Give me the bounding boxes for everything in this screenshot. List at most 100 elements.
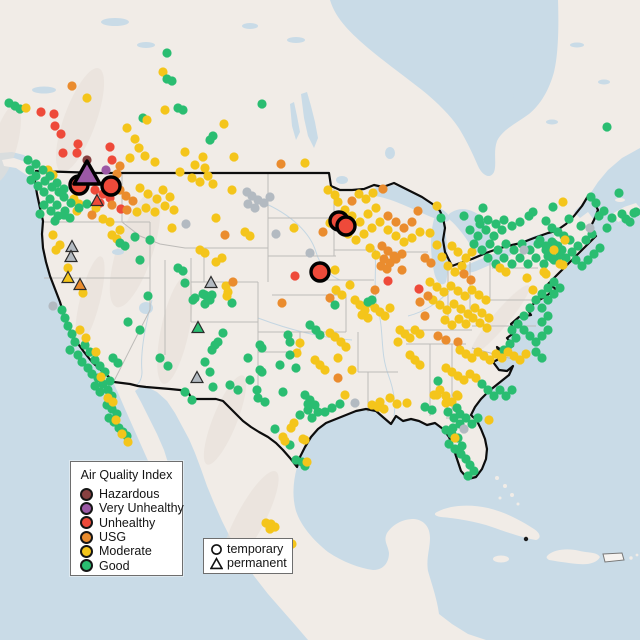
station-marker[interactable] [347, 196, 357, 206]
station-marker[interactable] [310, 400, 320, 410]
station-marker[interactable] [485, 355, 495, 365]
station-marker[interactable] [150, 157, 160, 167]
station-marker[interactable] [473, 231, 483, 241]
station-marker[interactable] [391, 231, 401, 241]
station-marker[interactable] [313, 407, 323, 417]
station-marker[interactable] [631, 207, 640, 217]
station-marker[interactable] [426, 258, 436, 268]
station-marker[interactable] [484, 313, 494, 323]
station-marker[interactable] [330, 300, 340, 310]
station-marker[interactable] [207, 345, 217, 355]
station-marker[interactable] [66, 198, 76, 208]
station-marker[interactable] [77, 357, 87, 367]
station-marker[interactable] [515, 217, 525, 227]
station-marker[interactable] [585, 223, 595, 233]
station-marker[interactable] [101, 165, 111, 175]
station-marker[interactable] [275, 360, 285, 370]
station-marker[interactable] [405, 333, 415, 343]
station-marker[interactable] [107, 200, 117, 210]
station-marker[interactable] [354, 189, 364, 199]
station-marker[interactable] [257, 367, 267, 377]
station-marker[interactable] [583, 255, 593, 265]
station-marker[interactable] [499, 253, 509, 263]
station-marker[interactable] [519, 245, 529, 255]
station-marker[interactable] [67, 81, 77, 91]
station-marker[interactable] [351, 235, 361, 245]
station-marker[interactable] [330, 265, 340, 275]
station-marker[interactable] [39, 187, 49, 197]
station-marker[interactable] [49, 109, 59, 119]
station-marker[interactable] [591, 198, 601, 208]
station-marker[interactable] [392, 399, 402, 409]
station-marker[interactable] [327, 403, 337, 413]
station-marker[interactable] [437, 252, 447, 262]
station-marker[interactable] [614, 188, 624, 198]
station-marker[interactable] [415, 329, 425, 339]
station-marker[interactable] [320, 365, 330, 375]
station-marker[interactable] [70, 337, 80, 347]
station-marker[interactable] [391, 217, 401, 227]
station-marker[interactable] [522, 273, 532, 283]
station-marker[interactable] [277, 298, 287, 308]
station-marker[interactable] [602, 223, 612, 233]
station-marker[interactable] [135, 183, 145, 193]
station-marker[interactable] [90, 381, 100, 391]
station-marker[interactable] [599, 206, 609, 216]
station-marker[interactable] [111, 415, 121, 425]
station-marker[interactable] [291, 363, 301, 373]
station-marker[interactable] [122, 205, 132, 215]
station-marker[interactable] [528, 285, 538, 295]
station-marker[interactable] [245, 231, 255, 241]
station-marker[interactable] [285, 350, 295, 360]
station-marker[interactable] [441, 335, 451, 345]
station-marker[interactable] [227, 298, 237, 308]
station-marker[interactable] [121, 191, 131, 201]
station-marker[interactable] [252, 385, 262, 395]
station-marker[interactable] [67, 329, 77, 339]
station-marker[interactable] [333, 373, 343, 383]
station-marker[interactable] [463, 471, 473, 481]
station-marker[interactable] [515, 355, 525, 365]
station-marker[interactable] [345, 280, 355, 290]
station-marker[interactable] [439, 287, 449, 297]
station-marker[interactable] [465, 225, 475, 235]
station-marker[interactable] [477, 245, 487, 255]
station-marker[interactable] [420, 311, 430, 321]
station-marker[interactable] [276, 159, 286, 169]
station-marker[interactable] [31, 159, 41, 169]
station-marker[interactable] [461, 253, 471, 263]
station-marker[interactable] [432, 390, 442, 400]
station-marker[interactable] [50, 216, 60, 226]
station-marker[interactable] [595, 243, 605, 253]
station-marker[interactable] [123, 317, 133, 327]
station-marker[interactable] [543, 311, 553, 321]
station-marker[interactable] [367, 223, 377, 233]
station-marker[interactable] [132, 207, 142, 217]
station-marker[interactable] [531, 347, 541, 357]
station-marker[interactable] [165, 192, 175, 202]
station-marker[interactable] [485, 239, 495, 249]
station-marker[interactable] [448, 423, 458, 433]
station-marker[interactable] [330, 190, 340, 200]
station-marker[interactable] [413, 206, 423, 216]
station-marker[interactable] [292, 348, 302, 358]
station-marker[interactable] [573, 241, 583, 251]
station-marker[interactable] [115, 161, 125, 171]
station-marker[interactable] [539, 259, 549, 269]
station-marker[interactable] [140, 151, 150, 161]
station-marker[interactable] [52, 178, 62, 188]
station-marker[interactable] [625, 217, 635, 227]
station-marker[interactable] [335, 215, 357, 237]
station-marker[interactable] [363, 209, 373, 219]
station-marker[interactable] [59, 184, 69, 194]
station-marker[interactable] [467, 285, 477, 295]
station-marker[interactable] [208, 131, 218, 141]
station-marker[interactable] [383, 211, 393, 221]
station-marker[interactable] [38, 165, 48, 175]
station-marker[interactable] [158, 185, 168, 195]
station-marker[interactable] [337, 290, 347, 300]
station-marker[interactable] [21, 103, 31, 113]
station-marker[interactable] [459, 424, 469, 434]
station-marker[interactable] [477, 379, 487, 389]
station-marker[interactable] [208, 179, 218, 189]
